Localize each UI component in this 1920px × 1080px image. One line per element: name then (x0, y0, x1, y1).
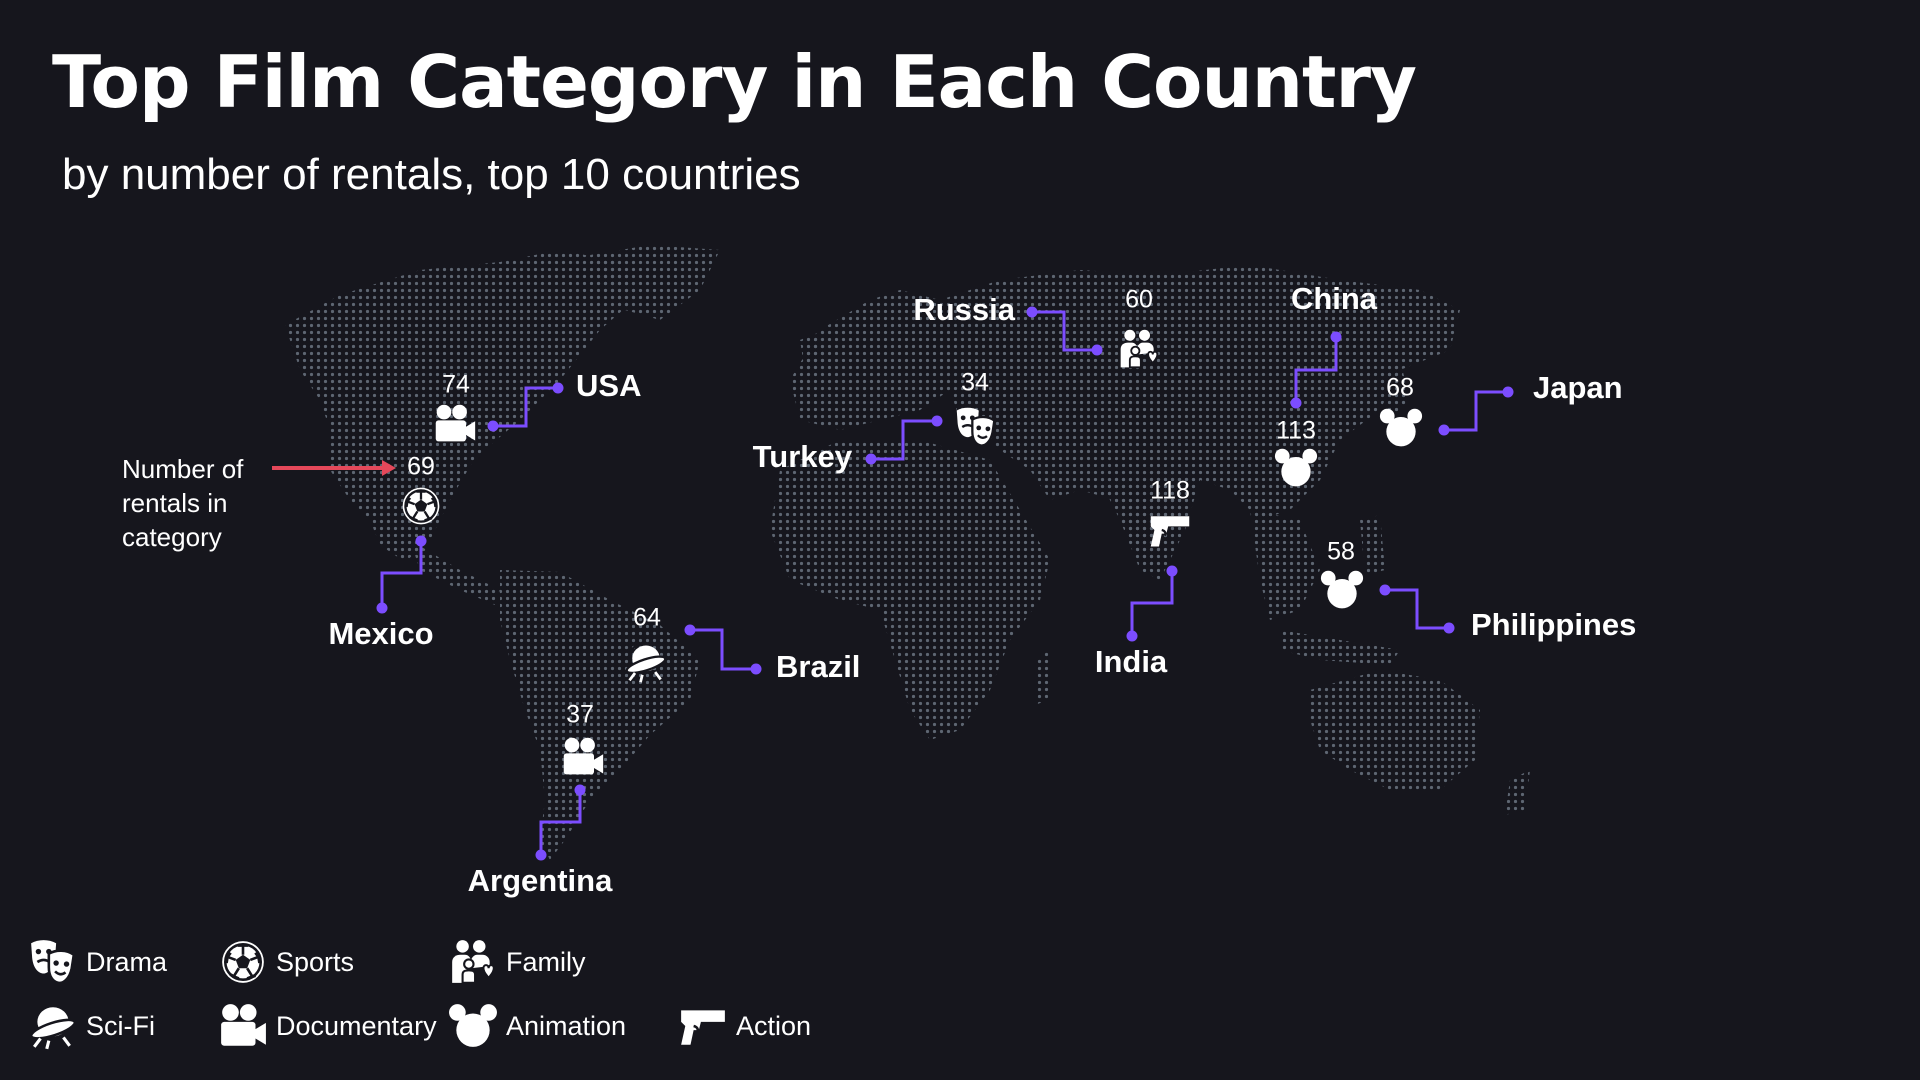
country-marker-india: 118 India (1095, 477, 1191, 679)
leader-line (1385, 588, 1449, 630)
country-label: Philippines (1471, 607, 1636, 642)
legend-item-drama: Drama (28, 935, 167, 989)
leader-line (871, 419, 937, 461)
leader-dot (1379, 584, 1391, 596)
country-marker-argentina: 37 Argentina (468, 701, 613, 899)
leader-dot (535, 849, 547, 861)
rental-count: 58 (1327, 538, 1355, 566)
mouse-ears-icon (1320, 570, 1364, 609)
legend-label: Animation (506, 1010, 627, 1041)
country-label: Mexico (328, 616, 433, 651)
country-label: Japan (1533, 370, 1623, 405)
annotation-line: Number of (122, 454, 244, 484)
leader-dot (1126, 630, 1138, 642)
mouse-ears-icon (448, 1001, 498, 1051)
ufo-icon (28, 1001, 78, 1051)
family-icon (448, 937, 498, 987)
leader-line (380, 541, 423, 608)
country-marker-philippines: 58 Philippines (1320, 538, 1636, 642)
country-label: China (1291, 281, 1378, 316)
leader-dot (931, 415, 943, 427)
legend-label: Sci-Fi (86, 1010, 155, 1041)
leader-line (690, 628, 756, 671)
annotation-line: category (122, 522, 222, 552)
leader-line (1294, 337, 1338, 403)
annotation-line: rentals in (122, 488, 228, 518)
page-title: Top Film Category in Each Country (52, 40, 1417, 124)
country-label: Turkey (753, 439, 853, 474)
soccer-ball-icon (218, 937, 268, 987)
page-subtitle: by number of rentals, top 10 countries (62, 150, 801, 199)
rental-count: 69 (407, 453, 435, 481)
rental-count: 34 (961, 369, 989, 397)
country-marker-turkey: 34 Turkey (753, 369, 996, 474)
country-marker-japan: 68 Japan (1379, 370, 1623, 447)
legend-label: Sports (276, 946, 355, 977)
country-label: India (1095, 644, 1168, 679)
leader-dot (684, 624, 696, 636)
legend-label: Family (506, 946, 586, 977)
mouse-ears-icon (1379, 408, 1423, 447)
leader-line (539, 790, 582, 855)
leader-line (1444, 390, 1508, 432)
country-marker-mexico: 69 Mexico (328, 453, 441, 651)
annotation-arrow (272, 460, 396, 476)
leader-dot (1438, 424, 1450, 436)
leader-line (493, 386, 558, 428)
leader-dot (750, 663, 762, 675)
rental-count: 118 (1150, 477, 1190, 505)
leader-dot (1091, 344, 1103, 356)
rental-count: 37 (566, 701, 594, 729)
leader-dot (1502, 386, 1514, 398)
rental-count: 64 (633, 604, 661, 632)
rental-count: 113 (1276, 417, 1316, 445)
soccer-ball-icon (401, 486, 441, 526)
annotation-text: Number of rentals in category (122, 452, 292, 554)
legend-label: Action (736, 1010, 812, 1041)
leader-line (1130, 571, 1174, 636)
leader-dot (1330, 331, 1342, 343)
country-label: USA (576, 368, 641, 403)
leader-dot (487, 420, 499, 432)
leader-dot (865, 453, 877, 465)
leader-dot (376, 602, 388, 614)
leader-dot (415, 535, 427, 547)
country-marker-russia: 60 Russia (913, 286, 1159, 369)
legend-item-sports: Sports (218, 935, 354, 989)
legend-item-animation: Animation (448, 999, 626, 1053)
leader-dot (1026, 306, 1038, 318)
country-label: Argentina (468, 863, 613, 898)
legend: Drama Sports Family Sci-Fi Documentary A… (28, 935, 928, 1065)
legend-item-family: Family (448, 935, 586, 989)
video-camera-icon (218, 1001, 268, 1051)
legend-label: Drama (86, 946, 168, 977)
legend-label: Documentary (276, 1010, 437, 1041)
rental-count: 74 (442, 371, 470, 399)
leader-dot (1166, 565, 1178, 577)
country-marker-china: 113 China (1274, 281, 1378, 487)
country-label: Russia (913, 292, 1015, 327)
leader-dot (574, 784, 586, 796)
leader-dot (1290, 397, 1302, 409)
legend-item-scifi: Sci-Fi (28, 999, 155, 1053)
pistol-icon (678, 1001, 728, 1051)
drama-masks-icon (28, 937, 78, 987)
rental-count: 68 (1386, 374, 1414, 402)
rental-count: 60 (1125, 286, 1153, 314)
leader-line (1032, 310, 1097, 352)
leader-dot (1443, 622, 1455, 634)
country-label: Brazil (776, 649, 860, 684)
legend-item-documentary: Documentary (218, 999, 437, 1053)
legend-item-action: Action (678, 999, 811, 1053)
country-markers: 74 USA 69 Mexico 64 Brazil 37 Argentina 34 Turkey… (328, 281, 1636, 898)
country-marker-usa: 74 USA (435, 368, 641, 442)
leader-dot (552, 382, 564, 394)
country-marker-brazil: 64 Brazil (624, 604, 860, 684)
